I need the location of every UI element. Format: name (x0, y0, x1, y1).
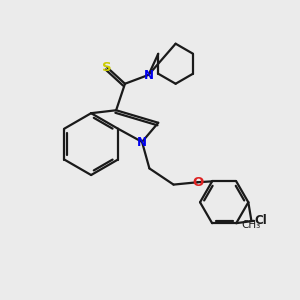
Text: O: O (192, 176, 203, 189)
Text: N: N (144, 69, 154, 82)
Text: CH₃: CH₃ (242, 220, 261, 230)
Text: Cl: Cl (254, 214, 267, 227)
Text: S: S (103, 61, 112, 74)
Text: N: N (137, 136, 147, 149)
